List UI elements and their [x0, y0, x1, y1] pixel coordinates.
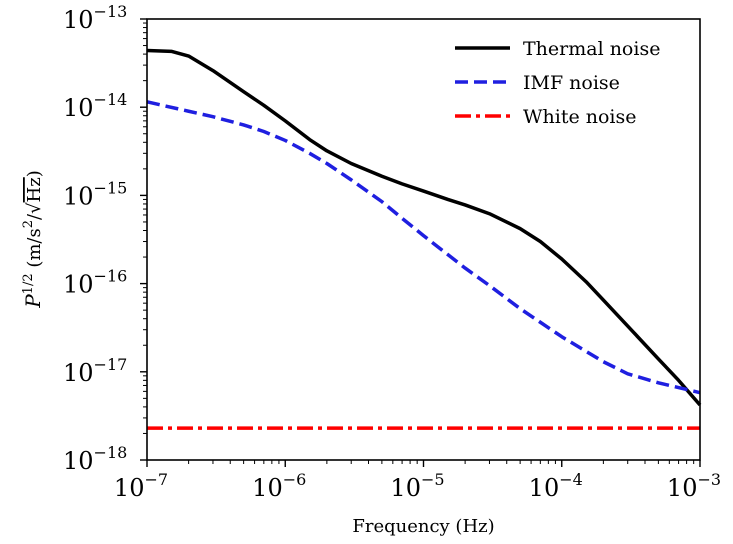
y-axis-label-sqrt: √: [24, 202, 45, 214]
x-tick-label: 10−5: [390, 470, 444, 502]
y-axis-label-units-mid: /: [24, 213, 45, 220]
legend-label-white: White noise: [523, 106, 637, 128]
y-axis-label: P1/2 (m/s2/√Hz): [21, 170, 45, 309]
y-tick-label: 10−17: [63, 355, 127, 387]
y-tick-label: 10−13: [63, 2, 127, 34]
x-tick-label: 10−6: [252, 470, 306, 502]
x-tick-label: 10−7: [114, 470, 168, 502]
y-axis-label-base-exp: 1/2: [21, 273, 36, 294]
x-tick-label: 10−4: [529, 470, 583, 502]
series-line-imf-noise: [146, 100, 701, 395]
y-axis-label-units-close: ): [24, 170, 45, 177]
x-axis-label: Frequency (Hz): [352, 516, 494, 537]
legend: Thermal noise IMF noise White noise: [455, 38, 660, 128]
y-axis-label-units-exp: 2: [21, 220, 36, 228]
y-axis-ticks: 10−18 10−17 10−16 10−15 10−14 10−13: [63, 2, 147, 475]
y-axis-label-base: P: [21, 294, 45, 309]
x-axis-ticks: 10−7 10−6 10−5 10−4 10−3: [114, 460, 721, 502]
series-layer: [146, 48, 702, 430]
series-line-thermal-noise: [146, 48, 702, 407]
x-tick-label: 10−3: [667, 470, 721, 502]
legend-label-thermal: Thermal noise: [523, 38, 660, 60]
y-tick-label: 10−16: [63, 267, 127, 299]
legend-label-imf: IMF noise: [523, 72, 620, 94]
y-axis-label-units-inner: Hz: [24, 177, 45, 202]
y-axis-label-units-open: (m/s: [24, 228, 45, 273]
y-tick-label: 10−18: [63, 443, 127, 475]
y-tick-label: 10−14: [63, 90, 127, 122]
y-tick-label: 10−15: [63, 178, 127, 210]
